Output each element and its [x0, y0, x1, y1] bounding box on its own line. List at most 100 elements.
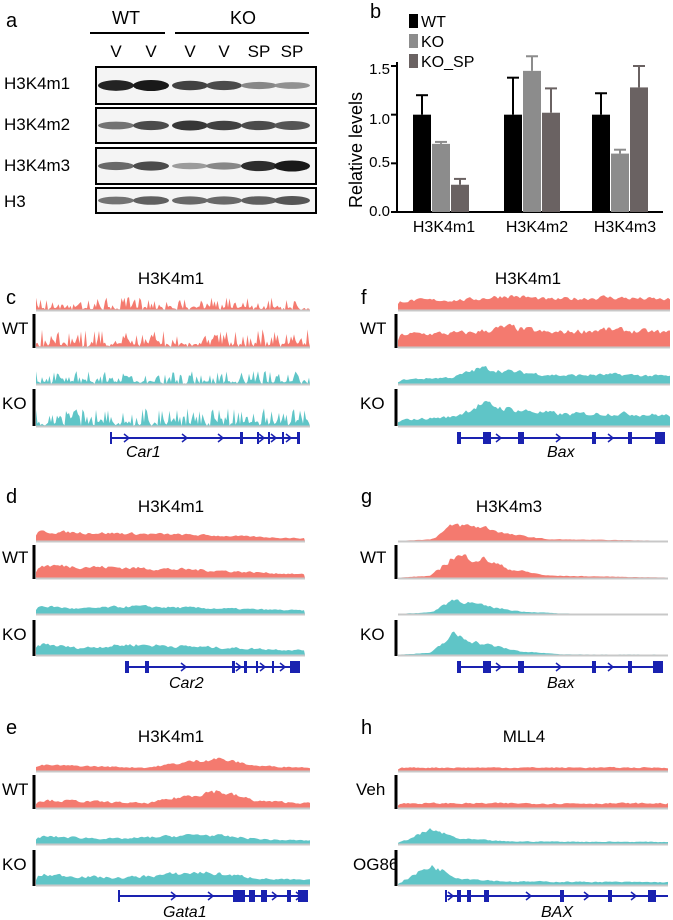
strand-arrow: [258, 433, 266, 443]
strand-arrow: [217, 433, 225, 443]
gene-exon: [290, 661, 300, 673]
gene-exon: [483, 661, 491, 673]
strand-arrow: [259, 662, 267, 672]
bar-ko-sp: [542, 112, 560, 212]
panel-c-gene-label: Car1: [126, 444, 161, 461]
blot-band: [241, 160, 277, 172]
gene-exon: [445, 890, 447, 902]
bar-wt: [504, 114, 522, 212]
panel-g-wt-label: WT: [360, 548, 386, 567]
strand-arrow: [555, 433, 563, 443]
track-panel-c: [32, 297, 310, 444]
x-tick-label: H3K4m1: [413, 219, 475, 236]
panel-g-letter: g: [361, 486, 372, 508]
gene-exon: [467, 890, 471, 902]
blot-band: [98, 80, 134, 91]
strand-arrow: [181, 433, 189, 443]
bar-ko: [432, 143, 450, 212]
panel-g: g H3K4m3 WT KO Bax: [360, 486, 576, 692]
strand-arrow: [285, 433, 293, 443]
signal-track: [36, 370, 310, 384]
blot-band: [241, 196, 277, 205]
strand-arrow: [607, 433, 615, 443]
gene-exon: [272, 661, 274, 673]
blot-strips: [95, 66, 317, 214]
blot-band: [172, 120, 208, 131]
lane-label: SP: [281, 42, 304, 61]
signal-track: [36, 833, 310, 844]
blot-label-h3k4m2: H3K4m2: [4, 115, 70, 134]
panel-a-letter: a: [6, 10, 18, 32]
panel-e-gene-label: Gata1: [163, 904, 207, 920]
gene-exon: [653, 661, 663, 673]
panel-g-ko-label: KO: [360, 625, 385, 644]
lane-label: SP: [248, 42, 271, 61]
signal-track: [398, 365, 670, 384]
panel-c-ko-label: KO: [2, 394, 27, 413]
gene-exon: [457, 890, 461, 902]
blot-group-ko: KO: [230, 8, 256, 28]
strand-arrow: [235, 662, 243, 672]
panel-h-og86-label: OG86: [353, 855, 398, 874]
panel-f-title: H3K4m1: [495, 269, 561, 288]
strand-arrow: [123, 433, 131, 443]
signal-track: [398, 400, 670, 426]
strand-arrow: [270, 433, 278, 443]
bar-ko: [523, 70, 541, 212]
signal-track: [36, 643, 305, 655]
blot-band: [241, 120, 277, 131]
blot-band: [133, 161, 169, 171]
y-tick-label: 0.0: [369, 203, 390, 220]
panel-e-title: H3K4m1: [138, 727, 204, 746]
bar-marks: [413, 55, 648, 212]
gene-exon: [110, 432, 112, 444]
gene-exon: [592, 432, 596, 444]
signal-track: [398, 865, 668, 885]
x-tick-label: H3K4m2: [506, 219, 568, 236]
panel-h-veh-label: Veh: [356, 780, 385, 799]
panel-e-letter: e: [6, 717, 17, 739]
gene-model: [457, 432, 665, 444]
legend: WT KO KO_SP: [409, 14, 474, 71]
panel-h-title: MLL4: [503, 727, 546, 746]
legend-label-ko-sp: KO_SP: [421, 54, 474, 71]
gene-exon: [608, 890, 612, 902]
signal-track: [36, 297, 310, 310]
panel-f-gene-label: Bax: [547, 444, 576, 461]
track-panel-g: [394, 523, 668, 673]
panel-d: d H3K4m1 WT KO Car2: [2, 486, 204, 692]
gene-exon: [483, 432, 491, 444]
gene-exon: [457, 661, 461, 673]
strand-arrow: [495, 662, 503, 672]
signal-track: [398, 554, 668, 578]
blot-band: [98, 161, 134, 171]
y-tick-label: 1.0: [369, 111, 390, 128]
panel-g-gene-label: Bax: [547, 675, 576, 692]
lane-label: V: [145, 42, 157, 61]
legend-swatch-ko-sp: [409, 54, 418, 68]
panel-c-wt-label: WT: [2, 319, 28, 338]
signal-track: [36, 790, 310, 808]
y-axis-label: Relative levels: [346, 92, 366, 208]
blot-band: [133, 80, 169, 91]
panel-c: c H3K4m1 WT KO Car1: [2, 269, 204, 461]
lane-label: V: [218, 42, 230, 61]
blot-group-wt: WT: [112, 8, 140, 28]
track-panel-h: [394, 766, 668, 902]
panel-f-ko-label: KO: [360, 394, 385, 413]
blot-band: [172, 162, 208, 170]
panel-b-letter: b: [370, 1, 381, 23]
panel-d-title: H3K4m1: [138, 497, 204, 516]
gene-exon: [560, 890, 564, 902]
blot-band: [274, 160, 310, 172]
bar-wt: [413, 114, 431, 212]
lane-labels: V V V V SP SP: [110, 42, 303, 61]
track-panel-f: [394, 294, 670, 444]
panel-f: f H3K4m1 WT KO Bax: [360, 269, 576, 461]
strand-arrow: [170, 891, 178, 901]
signal-track: [398, 802, 668, 808]
signal-track: [36, 564, 305, 578]
blot-band: [172, 196, 208, 205]
strand-arrow: [495, 433, 503, 443]
